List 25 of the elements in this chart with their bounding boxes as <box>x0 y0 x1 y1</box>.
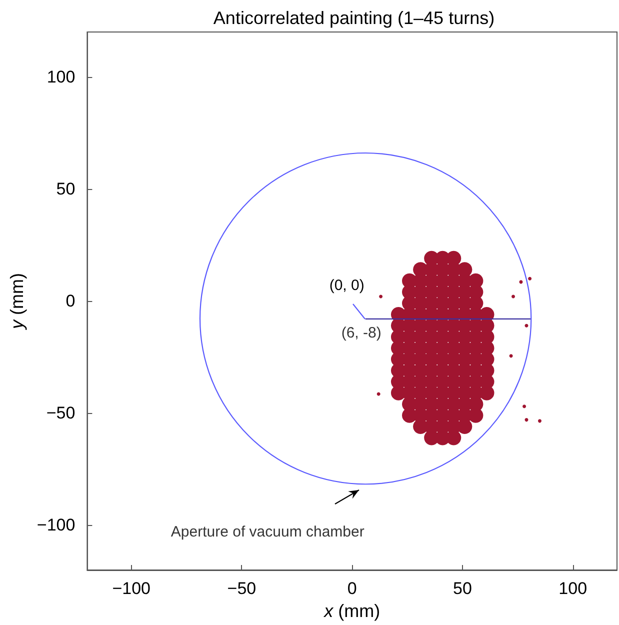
annotation: Aperture of vacuum chamber <box>170 524 364 541</box>
point <box>522 404 526 408</box>
y-tick-label: −100 <box>36 516 76 535</box>
annotation: (0, 0) <box>329 276 364 294</box>
x-axis-title: x (mm) <box>323 601 380 621</box>
y-tick-label: 50 <box>56 179 76 198</box>
x-tick-label: 0 <box>347 579 357 598</box>
point <box>509 354 513 358</box>
point <box>512 294 515 298</box>
point <box>524 324 528 328</box>
point <box>524 418 528 422</box>
y-tick-label: −50 <box>46 404 76 423</box>
x-tick-label: 50 <box>453 579 472 598</box>
x-tick-label: −50 <box>227 579 256 598</box>
y-axis-title: y (mm) <box>7 273 27 331</box>
point <box>379 294 383 298</box>
x-tick-label: −100 <box>112 579 150 598</box>
chart-title: Anticorrelated painting (1–45 turns) <box>213 8 495 28</box>
y-tick-label: 100 <box>46 67 76 86</box>
point <box>528 276 532 280</box>
annotation: (6, -8) <box>341 324 382 342</box>
x-tick-label: 100 <box>558 579 588 598</box>
y-tick-label: 0 <box>66 292 76 310</box>
point <box>376 392 380 396</box>
point <box>538 419 542 423</box>
